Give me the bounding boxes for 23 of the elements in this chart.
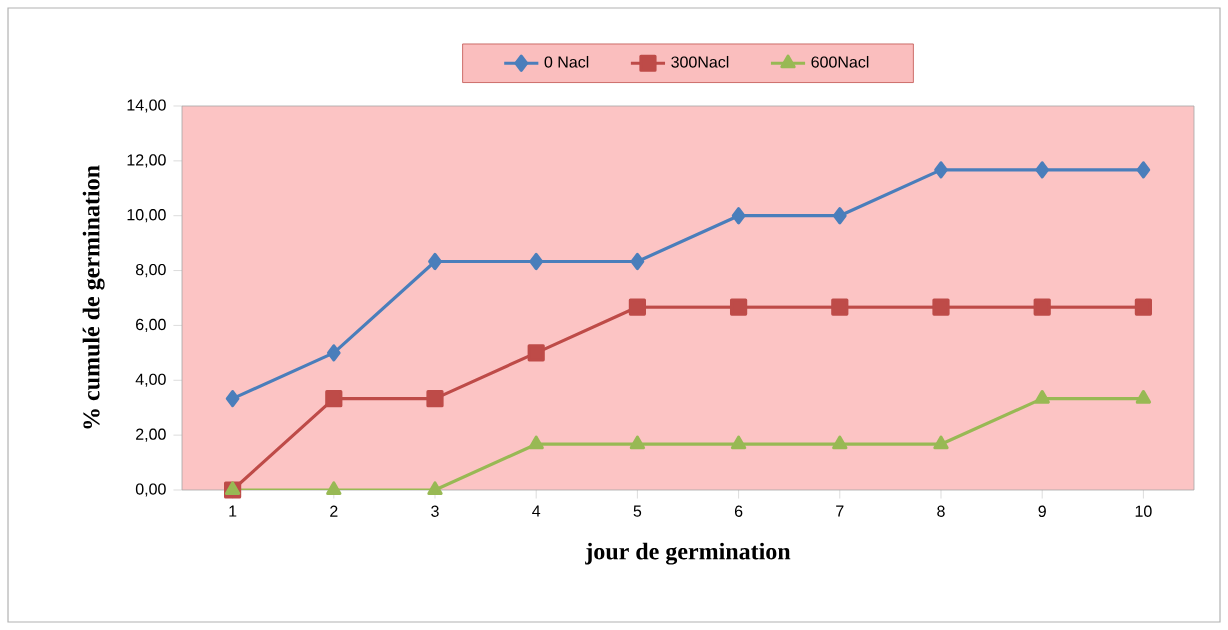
y-tick-label: 6,00 [136,318,166,333]
y-tick-label: 12,00 [127,154,166,168]
x-tick-label: 7 [836,505,844,517]
x-tick-label: 8 [937,505,945,517]
y-tick-label: 0,00 [135,483,166,497]
y-tick-label: 4,00 [135,373,166,387]
legend-label: 0 Nacl [544,55,589,68]
x-tick-label: 4 [532,505,541,517]
y-tick-label: 8,00 [135,263,166,278]
x-tick-label: 10 [1135,505,1152,517]
legend-label: 600Nacl [811,55,869,68]
x-axis-title: jour de germination [585,542,791,565]
x-tick-label: 2 [330,505,338,517]
x-tick-label: 1 [229,505,237,517]
y-tick-label: 2,00 [136,428,166,442]
y-axis-title: % cumulé de germination [82,165,105,429]
x-tick-label: 9 [1038,505,1046,517]
y-tick-label: 14,00 [127,99,166,113]
x-tick-label: 3 [431,505,439,517]
x-tick-label: 6 [734,505,743,517]
x-tick-label: 5 [633,505,642,517]
legend-label: 300Nacl [671,55,729,68]
y-tick-label: 10,00 [127,209,166,223]
